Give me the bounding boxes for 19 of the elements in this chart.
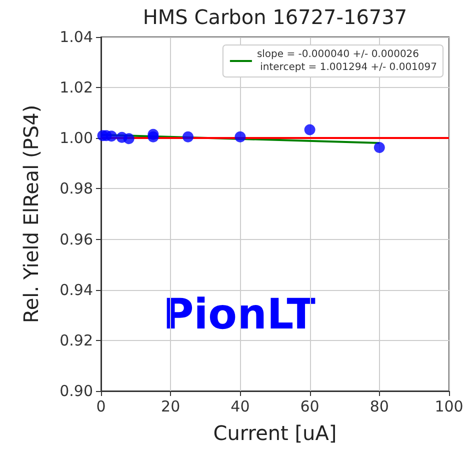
y-tick-label: 0.96 <box>60 230 93 248</box>
y-tick-label: 0.92 <box>60 331 93 350</box>
y-tick-label: 0.90 <box>60 382 93 400</box>
y-tick-label: 1.00 <box>60 129 93 148</box>
chart-title: HMS Carbon 16727-16737 <box>142 5 408 29</box>
y-tick-label: 1.04 <box>60 28 93 46</box>
x-tick-label: 80 <box>370 398 389 416</box>
x-axis-title: Current [uA] <box>213 421 337 445</box>
y-tick-label: 0.98 <box>60 180 93 198</box>
x-tick-label: 20 <box>161 398 180 416</box>
legend-label: slope = -0.000040 +/- 0.000026 intercept = 1.001294 +/- 0.001097 <box>256 49 438 73</box>
y-axis-title: Rel. Yield ElReal (PS4) <box>19 104 43 324</box>
y-tick-label: 0.94 <box>60 280 93 299</box>
x-tick-label: 60 <box>300 398 320 416</box>
x-tick-label: 40 <box>230 398 250 416</box>
annotation: PionLT <box>163 290 316 338</box>
x-tick-label: 100 <box>434 398 464 416</box>
y-tick-label: 1.02 <box>60 78 93 97</box>
x-tick-label: 0 <box>96 398 106 416</box>
